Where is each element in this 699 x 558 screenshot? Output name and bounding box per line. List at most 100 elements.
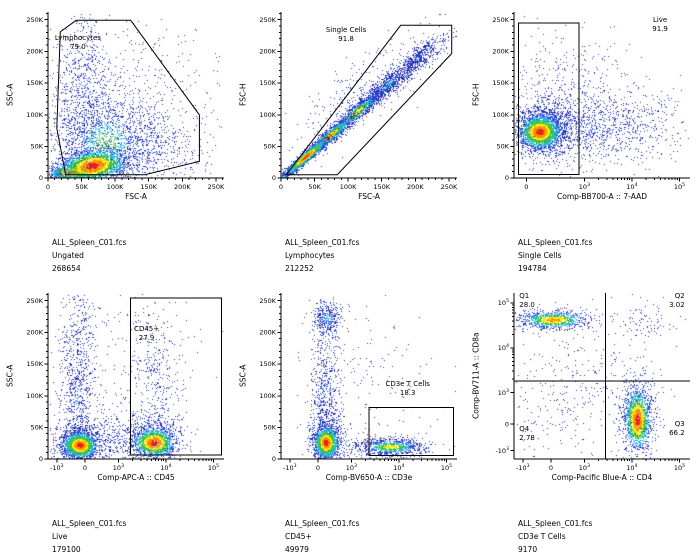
tick-label: 200K <box>407 183 424 191</box>
gate-label: Single Cells <box>326 26 367 34</box>
tick-label: -103 <box>495 446 509 455</box>
gate-label: CD3e T Cells <box>385 380 430 388</box>
gate-outline[interactable] <box>130 297 222 456</box>
tick-label: 250K <box>26 297 43 305</box>
density-dot-cloud[interactable] <box>281 12 457 178</box>
density-dot-cloud[interactable] <box>48 293 224 459</box>
caption-count: 268654 <box>52 264 81 273</box>
gate-label: Lymphocytes <box>55 34 101 42</box>
gate-label: 18.3 <box>400 389 416 397</box>
tick-label: 105 <box>674 182 685 191</box>
caption-population: Lymphocytes <box>285 251 335 260</box>
plot-row-top: SSC-A 0 50K 100K 150K 200K 250K 0 50K 100K 150K 20… <box>0 4 699 275</box>
caption-filename: ALL_Spleen_C01.fcs <box>285 238 360 247</box>
tick-label: 105 <box>498 298 509 307</box>
caption-count: 179100 <box>52 545 81 554</box>
plot-caption: ALL_Spleen_C01.fcs Single Cells 194784 <box>518 236 699 275</box>
caption-filename: ALL_Spleen_C01.fcs <box>52 238 127 247</box>
density-plot[interactable]: 0 50K 100K 150K 200K 250K 0 50K 100K 150K 200K 250K… <box>0 4 233 192</box>
caption-population: Ungated <box>52 251 84 260</box>
tick-label: 105 <box>674 463 685 472</box>
density-dot-cloud[interactable] <box>514 12 690 178</box>
gate-label: 28.0 <box>519 301 535 309</box>
tick-label: 50K <box>75 183 88 191</box>
tick-label: 0 <box>39 174 43 182</box>
caption-population: CD3e T Cells <box>518 532 566 541</box>
tick-label: 104 <box>160 463 171 472</box>
x-axis-label: Comp-BV650-A :: CD3e <box>325 473 413 482</box>
tick-label: 100K <box>259 111 276 119</box>
tick-label: -103 <box>50 463 64 472</box>
density-dot-cloud[interactable] <box>514 293 690 459</box>
tick-label: 0 <box>272 455 276 463</box>
plot-overlay: -103 0 103 104 105 0 50K 100K 150K 200K 250K CD45+2… <box>26 293 224 472</box>
tick-label: 250K <box>259 16 276 24</box>
tick-label: 150K <box>259 360 276 368</box>
gate-outline[interactable] <box>285 24 453 176</box>
tick-label: 104 <box>498 343 509 352</box>
plot-caption: ALL_Spleen_C01.fcs CD3e T Cells 9170 <box>518 517 699 556</box>
tick-label: 0 <box>83 464 87 472</box>
tick-label: 50K <box>30 142 43 150</box>
tick-label: 103 <box>498 388 509 397</box>
tick-label: 50K <box>496 142 509 150</box>
caption-filename: ALL_Spleen_C01.fcs <box>285 519 360 528</box>
plot-panel-cd3e: Comp-BV711-A :: CD8a -103 0 103 104 105 -103 0… <box>466 285 699 556</box>
tick-label: 103 <box>113 463 124 472</box>
density-plot[interactable]: -103 0 103 104 105 -103 0 103 104 105 Q1 28.0 Q2 3.02… <box>466 285 699 473</box>
density-plot[interactable]: -103 0 103 104 105 0 50K 100K 150K 200K 250K CD45+ 2… <box>0 285 233 473</box>
tick-label: 104 <box>626 463 637 472</box>
tick-label: 150K <box>26 360 43 368</box>
density-dot-cloud[interactable] <box>48 12 224 178</box>
density-plot[interactable]: 0 103 104 105 0 50K 100K 150K 200K 250K Live 91.9 <box>466 4 699 192</box>
gate-label: Q2 <box>675 292 685 300</box>
plot-panel-lymphocytes: FSC-H 0 50K 100K 150K 200K 250K 0 50K 100K 150K 20… <box>233 4 466 275</box>
tick-label: 100K <box>492 111 509 119</box>
density-plot[interactable]: 0 50K 100K 150K 200K 250K 0 50K 100K 150K 200K 250K… <box>233 4 466 192</box>
caption-population: CD45+ <box>285 532 312 541</box>
plot-overlay: 0 50K 100K 150K 200K 250K 0 50K 100K 150K 200K 250K… <box>26 12 225 191</box>
plot-panel-ungated: SSC-A 0 50K 100K 150K 200K 250K 0 50K 100K 150K 20… <box>0 4 233 275</box>
tick-label: -103 <box>516 463 530 472</box>
gate-outline[interactable] <box>56 19 200 176</box>
tick-label: 100K <box>107 183 124 191</box>
x-axis-label: Comp-Pacific Blue-A :: CD4 <box>551 473 653 482</box>
plot-caption: ALL_Spleen_C01.fcs CD45+ 49979 <box>285 517 466 556</box>
tick-label: 250K <box>259 297 276 305</box>
tick-label: 150K <box>259 79 276 87</box>
tick-label: 150K <box>373 183 390 191</box>
plot-zone: Comp-BV711-A :: CD8a -103 0 103 104 105 -103 0… <box>466 285 699 473</box>
plot-overlay: 0 50K 100K 150K 200K 250K 0 50K 100K 150K 200K 250K… <box>259 12 458 191</box>
plot-panel-cd45: SSC-A -103 0 103 104 105 0 50K 100K 150K 200K 250K… <box>233 285 466 556</box>
caption-filename: ALL_Spleen_C01.fcs <box>518 519 593 528</box>
tick-label: 50K <box>308 183 321 191</box>
plot-zone: SSC-A 0 50K 100K 150K 200K 250K 0 50K 100K 150K 20… <box>0 4 233 192</box>
gate-label: Q4 <box>519 425 530 433</box>
tick-label: -103 <box>283 463 297 472</box>
gate-label: 2.78 <box>519 434 535 442</box>
tick-label: 0 <box>505 174 509 182</box>
tick-label: 100K <box>26 111 43 119</box>
caption-population: Live <box>52 532 68 541</box>
tick-label: 105 <box>208 463 219 472</box>
tick-label: 0 <box>549 464 553 472</box>
gate-outline[interactable] <box>368 407 454 457</box>
tick-label: 250K <box>492 16 509 24</box>
tick-label: 150K <box>492 79 509 87</box>
caption-count: 9170 <box>518 545 538 554</box>
tick-label: 104 <box>393 463 404 472</box>
plot-zone: SSC-A -103 0 103 104 105 0 50K 100K 150K 200K 250K… <box>233 285 466 473</box>
gate-label: 79.0 <box>70 43 86 51</box>
tick-label: 50K <box>263 423 276 431</box>
tick-label: 200K <box>174 183 191 191</box>
gate-outline[interactable] <box>517 22 580 176</box>
tick-label: 0 <box>505 420 509 428</box>
x-axis-label: Comp-APC-A :: CD45 <box>97 473 175 482</box>
plot-row-bottom: SSC-A -103 0 103 104 105 0 50K 100K 150K 200K 250K… <box>0 285 699 556</box>
tick-label: 200K <box>492 48 509 56</box>
tick-label: 100K <box>26 392 43 400</box>
caption-count: 212252 <box>285 264 314 273</box>
density-plot[interactable]: -103 0 103 104 105 0 50K 100K 150K 200K 250K CD3e T… <box>233 285 466 473</box>
